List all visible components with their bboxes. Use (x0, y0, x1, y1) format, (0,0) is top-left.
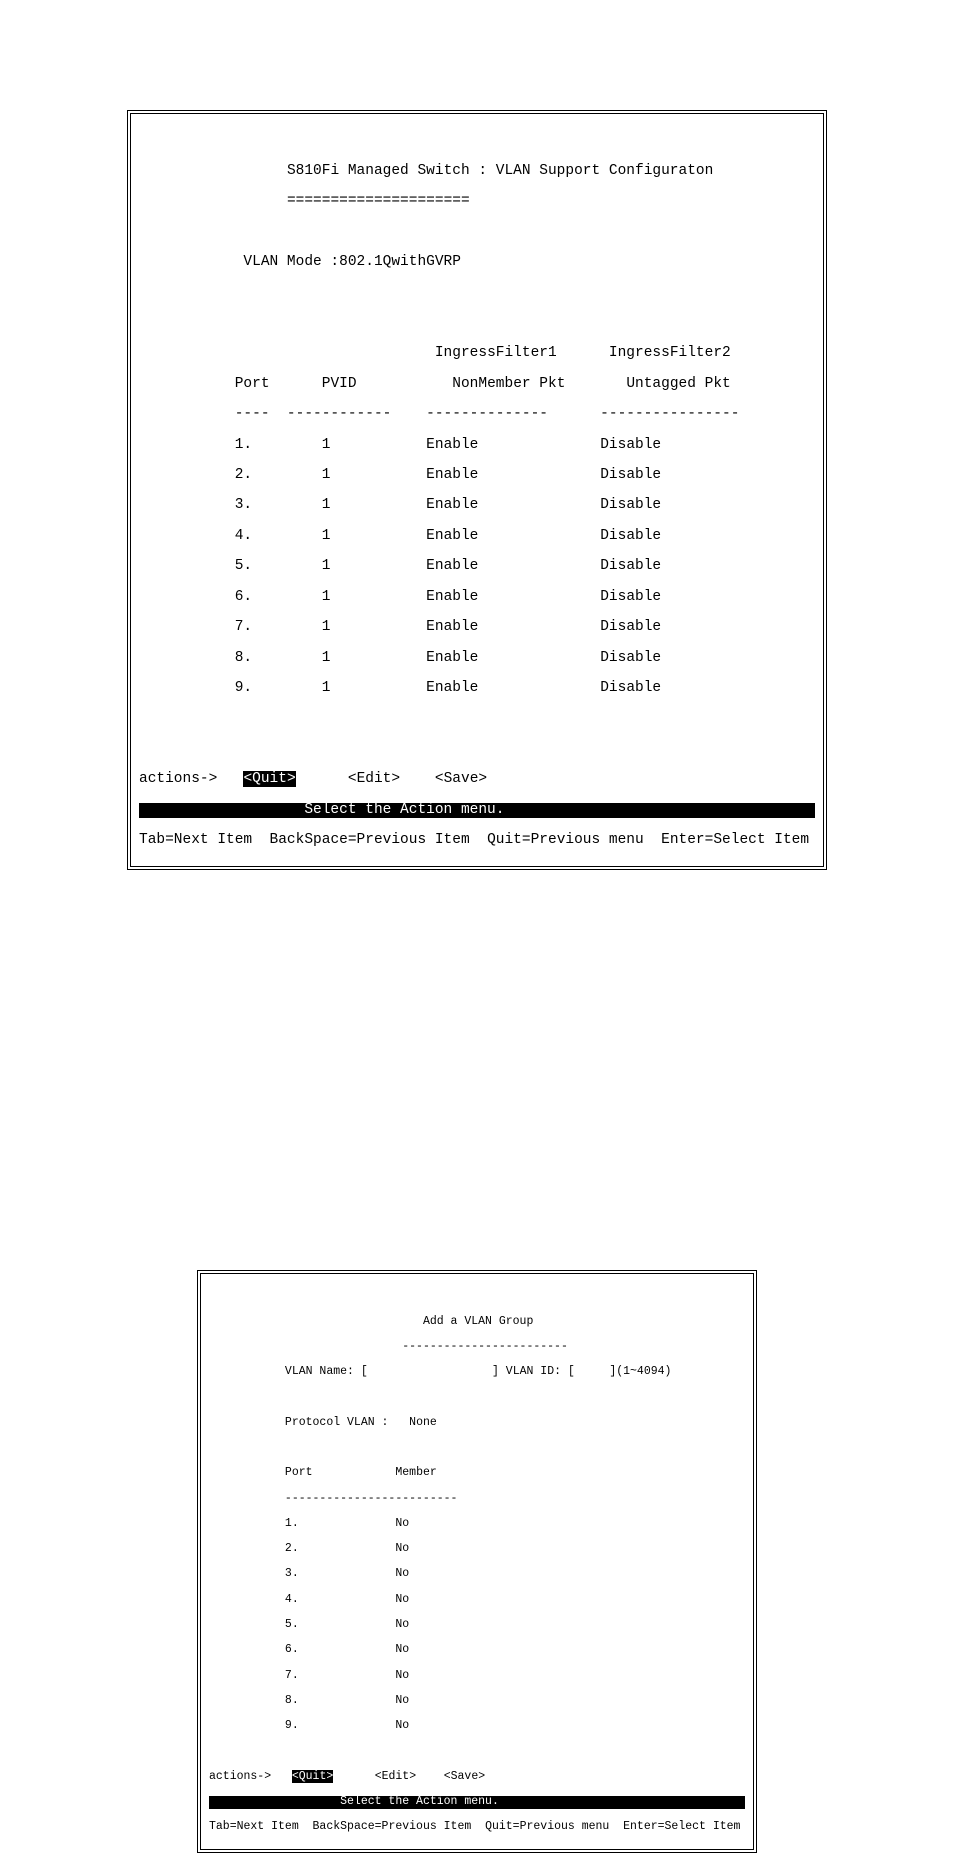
title-line: S810Fi Managed Switch : VLAN Support Con… (139, 164, 815, 179)
table-row: 6. No (209, 1644, 745, 1657)
col-port: Port (285, 1466, 313, 1479)
table-row: 9. 1 Enable Disable (139, 681, 815, 696)
title-underline-line: ------------------------ (209, 1341, 745, 1354)
edit-button[interactable]: <Edit> (375, 1770, 416, 1783)
vlan-name-line: VLAN Name: [ ] VLAN ID: [ ](1~4094) (209, 1366, 745, 1379)
table-row: 6. 1 Enable Disable (139, 590, 815, 605)
blank (139, 285, 815, 300)
screen-title: S810Fi Managed Switch : VLAN Support Con… (287, 163, 713, 179)
table-row: 4. 1 Enable Disable (139, 529, 815, 544)
help-back: BackSpace=Previous Item (313, 1820, 472, 1833)
vlan-mode-label: VLAN Mode : (243, 254, 339, 270)
col-if1a: IngressFilter1 (435, 345, 557, 361)
blank (209, 1442, 745, 1455)
help-quit: Quit=Previous menu (487, 832, 644, 848)
table-row: 3. No (209, 1568, 745, 1581)
actions-line: actions-> <Quit> <Edit> <Save> (209, 1771, 745, 1784)
protocol-line: Protocol VLAN : None (209, 1417, 745, 1430)
actions-label: actions-> (209, 1770, 271, 1783)
table-row: 4. No (209, 1594, 745, 1607)
table-row: 2. No (209, 1543, 745, 1556)
actions-label: actions-> (139, 771, 217, 787)
quit-button[interactable]: <Quit> (243, 771, 295, 787)
vlan-name-close: ] (492, 1365, 499, 1378)
title-underline: ------------------------ (402, 1340, 568, 1353)
save-button[interactable]: <Save> (435, 771, 487, 787)
table-row: 7. 1 Enable Disable (139, 620, 815, 635)
help-line: Tab=Next Item BackSpace=Previous Item Qu… (209, 1821, 745, 1834)
blank (209, 1391, 745, 1404)
vlan-name-label: VLAN Name: [ (285, 1365, 368, 1378)
table-row: 2. 1 Enable Disable (139, 468, 815, 483)
col-if2b: Untagged Pkt (626, 376, 730, 392)
header-line-1: IngressFilter1 IngressFilter2 (139, 346, 815, 361)
table-row: 1. No (209, 1518, 745, 1531)
help-quit: Quit=Previous menu (485, 1820, 609, 1833)
edit-button[interactable]: <Edit> (348, 771, 400, 787)
protocol-label: Protocol VLAN : (285, 1416, 389, 1429)
vlan-mode-line: VLAN Mode :802.1QwithGVRP (139, 255, 815, 270)
table-row: 5. No (209, 1619, 745, 1632)
header-line: Port Member (209, 1467, 745, 1480)
table-row: 9. No (209, 1720, 745, 1733)
col-pvid: PVID (322, 376, 357, 392)
vlan-mode-value[interactable]: 802.1QwithGVRP (339, 254, 461, 270)
table-row: 8. No (209, 1695, 745, 1708)
col-member: Member (395, 1466, 436, 1479)
blank (139, 316, 815, 331)
table-row: 5. 1 Enable Disable (139, 559, 815, 574)
col-if1b: NonMember Pkt (452, 376, 565, 392)
vlan-support-terminal: S810Fi Managed Switch : VLAN Support Con… (127, 110, 827, 870)
table-row: 1. 1 Enable Disable (139, 438, 815, 453)
table-row: 3. 1 Enable Disable (139, 498, 815, 513)
blank (139, 225, 815, 240)
select-msg-line: Select the Action menu. (209, 1796, 745, 1809)
help-back: BackSpace=Previous Item (270, 832, 470, 848)
select-msg-line: Select the Action menu. (139, 803, 815, 818)
help-tab: Tab=Next Item (209, 1820, 299, 1833)
title-line: Add a VLAN Group (209, 1316, 745, 1329)
blank (209, 1290, 745, 1303)
divider: ---- ------------ -------------- -------… (139, 407, 815, 422)
help-line: Tab=Next Item BackSpace=Previous Item Qu… (139, 833, 815, 848)
blank (139, 742, 815, 757)
title-underline: ===================== (287, 193, 470, 209)
vlan-id-close: ](1~4094) (609, 1365, 671, 1378)
help-tab: Tab=Next Item (139, 832, 252, 848)
actions-line: actions-> <Quit> <Edit> <Save> (139, 772, 815, 787)
protocol-value[interactable]: None (409, 1416, 437, 1429)
table-row: 8. 1 Enable Disable (139, 651, 815, 666)
save-button[interactable]: <Save> (444, 1770, 485, 1783)
blank (139, 133, 815, 148)
select-msg: Select the Action menu. (340, 1795, 499, 1808)
help-enter: Enter=Select Item (623, 1820, 740, 1833)
header-line-2: Port PVID NonMember Pkt Untagged Pkt (139, 377, 815, 392)
divider: ------------------------- (209, 1493, 745, 1506)
col-if2a: IngressFilter2 (609, 345, 731, 361)
col-port: Port (235, 376, 270, 392)
add-vlan-terminal: Add a VLAN Group -----------------------… (197, 1270, 757, 1853)
quit-button[interactable]: <Quit> (292, 1770, 333, 1783)
blank (139, 712, 815, 727)
help-enter: Enter=Select Item (661, 832, 809, 848)
blank (209, 1745, 745, 1758)
title-underline-line: ===================== (139, 194, 815, 209)
table-row: 7. No (209, 1670, 745, 1683)
screen-title: Add a VLAN Group (423, 1315, 533, 1328)
vlan-id-label: VLAN ID: [ (506, 1365, 575, 1378)
select-msg: Select the Action menu. (304, 802, 504, 818)
